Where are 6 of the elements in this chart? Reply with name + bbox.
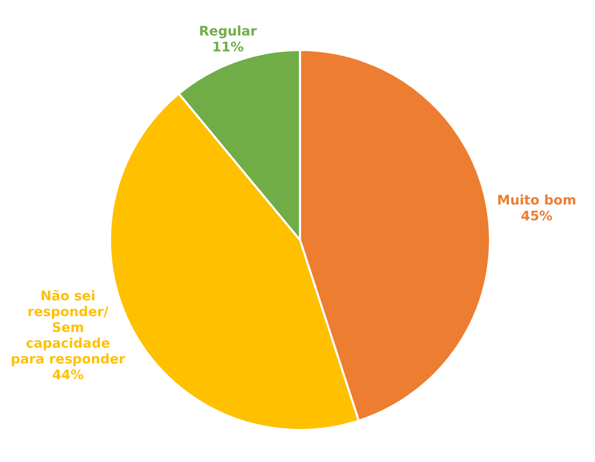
slice-label: Muito bom	[498, 194, 576, 205]
data-label: 11%	[214, 42, 244, 52]
slice-label: Não sei responder/ Sem capacidade para responder	[12, 290, 126, 366]
data-label: 44%	[52, 369, 84, 380]
data-label: 45%	[521, 210, 552, 221]
slice-label: Regular	[200, 25, 257, 38]
